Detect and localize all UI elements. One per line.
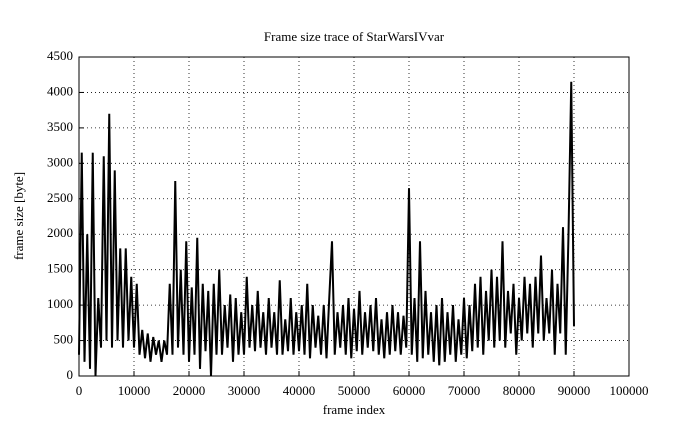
data-line bbox=[78, 81, 575, 377]
y-tick-label: 500 bbox=[54, 332, 74, 347]
x-tick-label: 0 bbox=[76, 383, 83, 398]
y-tick-label: 3000 bbox=[47, 154, 73, 169]
y-axis-label: frame size [byte] bbox=[11, 172, 26, 260]
plot-frame bbox=[78, 56, 630, 377]
x-tick-label: 10000 bbox=[118, 383, 151, 398]
x-tick-label: 20000 bbox=[173, 383, 206, 398]
y-tick-label: 3500 bbox=[47, 119, 73, 134]
x-axis-label: frame index bbox=[323, 402, 386, 417]
x-tick-label: 60000 bbox=[393, 383, 426, 398]
y-tick-label: 2000 bbox=[47, 225, 73, 240]
x-tick-label: 80000 bbox=[503, 383, 536, 398]
y-tick-label: 1500 bbox=[47, 261, 73, 276]
y-tick-label: 1000 bbox=[47, 296, 73, 311]
x-tick-label: 100000 bbox=[610, 383, 649, 398]
x-tick-label: 30000 bbox=[228, 383, 261, 398]
y-tick-label: 0 bbox=[67, 367, 74, 382]
x-tick-label: 90000 bbox=[558, 383, 591, 398]
x-tick-label: 70000 bbox=[448, 383, 481, 398]
chart-title: Frame size trace of StarWarsIVvar bbox=[264, 29, 445, 44]
y-tick-label: 2500 bbox=[47, 190, 73, 205]
x-tick-label: 50000 bbox=[338, 383, 371, 398]
y-tick-label: 4000 bbox=[47, 83, 73, 98]
x-tick-label: 40000 bbox=[283, 383, 316, 398]
y-tick-label: 4500 bbox=[47, 48, 73, 63]
